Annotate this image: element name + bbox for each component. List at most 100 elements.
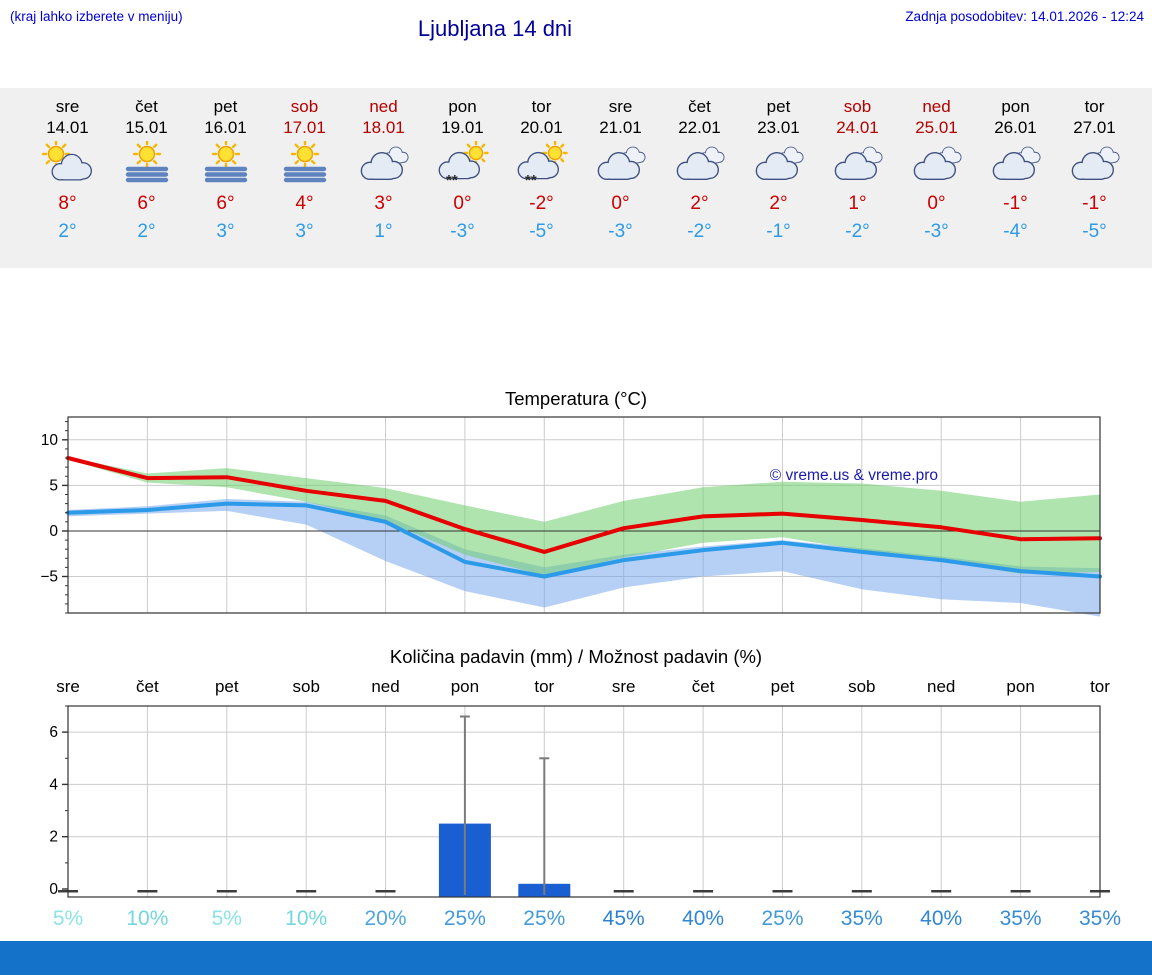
forecast-day-15.01: čet 15.01 6° 2° [107,96,186,268]
forecast-day-25.01: ned 25.01 0° -3° [897,96,976,268]
svg-text:**: ** [446,172,458,185]
svg-text:**: ** [525,172,537,185]
day-date: 17.01 [283,118,326,137]
zero-precip-mark [851,890,872,893]
max-temp-range-band [68,457,1100,576]
forecast-strip: sre 14.01 8° 2° čet 15.01 6° 2° pet 16.01 6° 3° sob 1… [0,88,1152,268]
sun-fog-icon [265,138,344,190]
cloud-icon [581,138,660,190]
cloud-icon [897,138,976,190]
forecast-day-26.01: pon 26.01 -1° -4° [976,96,1055,268]
day-max-temp: 4° [295,193,314,214]
precip-probability-label: 35% [1000,907,1042,930]
day-name: tor [1084,97,1105,116]
forecast-day-14.01: sre 14.01 8° 2° [28,96,107,268]
sun-cloud-snow-icon: ** [502,138,581,190]
precip-probability-label: 35% [1079,907,1121,930]
day-name: sre [55,97,80,116]
day-date: 22.01 [678,118,721,137]
day-min-temp: -3° [924,221,949,242]
day-max-temp: 0° [611,193,630,214]
temperature-chart: −5 0 5 10 © vreme.us & vreme.pro [40,416,1102,617]
day-min-temp: -1° [766,221,791,242]
precip-day-label: pon [451,677,479,696]
day-date: 24.01 [836,118,879,137]
day-min-temp: -5° [529,221,554,242]
precipitation-chart: sre čet pet sob ned pon tor sre čet pet sob ned pon t… [49,677,1121,930]
day-max-temp: 0° [927,193,946,214]
day-min-temp: -2° [845,221,870,242]
day-max-temp: 6° [216,193,235,214]
day-min-temp: -5° [1082,221,1107,242]
day-min-temp: -3° [608,221,633,242]
zero-precip-mark [772,890,793,893]
day-max-temp: 1° [848,193,867,214]
precip-ytick: 6 [49,724,58,741]
precip-day-label: tor [534,677,554,696]
sun-cloud-snow-icon: ** [423,138,502,190]
zero-precip-mark [375,890,396,893]
forecast-day-20.01: tor 20.01 ** -2° -5° [502,96,581,268]
day-date: 19.01 [441,118,484,137]
precip-probability-label: 45% [603,907,645,930]
precip-day-label: sob [848,677,875,696]
forecast-day-22.01: čet 22.01 2° -2° [660,96,739,268]
precip-day-label: sob [292,677,319,696]
day-name: ned [369,97,398,116]
page-title: Ljubljana 14 dni [417,16,573,41]
precip-day-label: pet [215,677,239,696]
precip-probability-label: 10% [285,907,327,930]
day-name: čet [688,97,711,116]
precip-probability-label: 5% [53,907,83,930]
day-name: sob [843,97,872,116]
cloud-icon [818,138,897,190]
cloud-icon [1055,138,1134,190]
precip-day-label: ned [371,677,399,696]
cloud-icon [660,138,739,190]
day-max-temp: -1° [1003,193,1028,214]
min-temp-range-band [68,499,1100,617]
precip-day-label: čet [136,677,159,696]
day-date: 27.01 [1073,118,1116,137]
day-min-temp: 2° [58,221,77,242]
menu-hint-note: (kraj lahko izberete v meniju) [10,9,183,24]
day-date: 14.01 [46,118,89,137]
zero-precip-mark [1010,890,1031,893]
day-max-temp: -1° [1082,193,1107,214]
precip-probability-label: 25% [761,907,803,930]
day-name: pet [766,97,791,116]
forecast-day-24.01: sob 24.01 1° -2° [818,96,897,268]
precip-ytick: 4 [49,776,58,793]
precip-probability-label: 25% [444,907,486,930]
day-name: pon [448,97,477,116]
zero-precip-mark [216,890,237,893]
forecast-day-17.01: sob 17.01 4° 3° [265,96,344,268]
day-max-temp: 6° [137,193,156,214]
max-temp-line [66,456,1102,554]
day-max-temp: 8° [58,193,77,214]
precip-ytick: 0 [49,881,58,898]
day-min-temp: 3° [216,221,235,242]
day-min-temp: 2° [137,221,156,242]
min-temp-line [66,501,1102,579]
day-min-temp: -3° [450,221,475,242]
precip-probability-label: 35% [841,907,883,930]
temp-ytick: 10 [41,432,59,449]
forecast-day-16.01: pet 16.01 6° 3° [186,96,265,268]
temp-ytick: 5 [49,477,58,494]
temp-ytick: −5 [40,569,58,586]
day-date: 16.01 [204,118,247,137]
precip-probability-label: 10% [126,907,168,930]
sun-fog-icon [186,138,265,190]
precip-probability-label: 25% [523,907,565,930]
zero-precip-mark [137,890,158,893]
precip-probability-label: 40% [682,907,724,930]
day-date: 21.01 [599,118,642,137]
precip-day-label: pet [771,677,795,696]
watermark-link[interactable]: © vreme.us & vreme.pro [770,467,938,484]
day-max-temp: -2° [529,193,554,214]
footer-bar [0,941,1152,975]
day-name: tor [531,97,552,116]
day-name: čet [135,97,158,116]
